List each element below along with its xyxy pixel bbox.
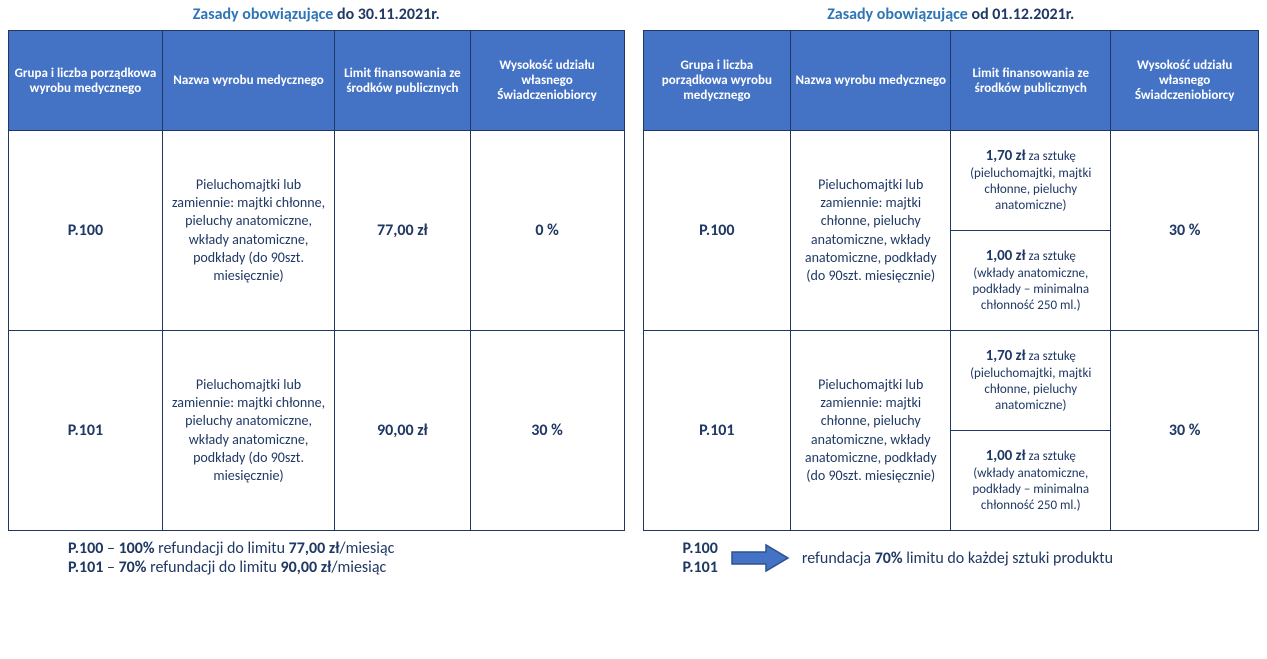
left-title-blue: Zasady obowiązujące bbox=[193, 5, 337, 24]
right-row1-share: 30 % bbox=[1111, 331, 1259, 531]
left-row1-desc: Pieluchomajtki lub zamiennie: majtki chł… bbox=[162, 331, 334, 531]
left-footer2-pct: 70% bbox=[119, 558, 147, 577]
right-row1-limit2: 1,00 zł za sztukę (wkłady anatomiczne, p… bbox=[951, 431, 1111, 531]
right-panel: Zasady obowiązujące od 01.12.2021r. Grup… bbox=[643, 5, 1260, 577]
right-row1-limit2-note: (wkłady anatomiczne, podkłady – minimaln… bbox=[972, 466, 1089, 514]
table-row: P.101 Pieluchomajtki lub zamiennie: majt… bbox=[643, 331, 1259, 431]
right-row1-limit1-note: (pieluchomajtki, majtki chłonne, pieluch… bbox=[970, 366, 1091, 414]
left-footer: P.100 – 100% refundacji do limitu 77,00 … bbox=[8, 539, 625, 577]
right-title: Zasady obowiązujące od 01.12.2021r. bbox=[643, 5, 1260, 24]
right-title-blue: Zasady obowiązujące bbox=[827, 5, 971, 24]
left-header-c1: Grupa i liczba porządkowa wyrobu medyczn… bbox=[9, 31, 163, 131]
right-row1-limit1-price: 1,70 zł bbox=[986, 347, 1026, 365]
table-row: P.100 Pieluchomajtki lub zamiennie: majt… bbox=[9, 131, 625, 331]
right-row1-limit2-unit: za sztukę bbox=[1026, 449, 1076, 464]
right-row1-limit1-unit: za sztukę bbox=[1026, 349, 1076, 364]
table-row: P.101 Pieluchomajtki lub zamiennie: majt… bbox=[9, 331, 625, 531]
right-footer-codes: P.100 P.101 bbox=[683, 539, 718, 577]
right-footer-code2: P.101 bbox=[683, 558, 718, 577]
right-row0-desc: Pieluchomajtki lub zamiennie: majtki chł… bbox=[791, 131, 951, 331]
left-footer2-end: /miesiąc bbox=[331, 558, 386, 577]
arrow-right-icon bbox=[730, 542, 790, 574]
right-table: Grupa i liczba porządkowa wyrobu medyczn… bbox=[643, 30, 1260, 531]
right-row0-share: 30 % bbox=[1111, 131, 1259, 331]
right-row0-limit1-unit: za sztukę bbox=[1026, 149, 1076, 164]
right-row1-desc: Pieluchomajtki lub zamiennie: majtki chł… bbox=[791, 331, 951, 531]
right-header-c2: Nazwa wyrobu medycznego bbox=[791, 31, 951, 131]
right-row0-limit1-note: (pieluchomajtki, majtki chłonne, pieluch… bbox=[970, 166, 1091, 214]
left-footer2-sep: – bbox=[103, 558, 118, 577]
left-footer1-amt: 77,00 zł bbox=[289, 539, 340, 558]
left-row0-share: 0 % bbox=[470, 131, 624, 331]
left-row0-desc: Pieluchomajtki lub zamiennie: majtki chł… bbox=[162, 131, 334, 331]
left-footer2-amt: 90,00 zł bbox=[281, 558, 332, 577]
left-footer1-mid: refundacji do limitu bbox=[155, 539, 289, 558]
left-footer-line2: P.101 – 70% refundacji do limitu 90,00 z… bbox=[68, 558, 625, 577]
right-row0-limit1: 1,70 zł za sztukę (pieluchomajtki, majtk… bbox=[951, 131, 1111, 231]
right-row0-limit2-price: 1,00 zł bbox=[986, 247, 1026, 265]
right-footer: P.100 P.101 refundacja 70% limitu do każ… bbox=[643, 539, 1260, 577]
right-footer-code1: P.100 bbox=[683, 539, 718, 558]
left-header-c4: Wysokość udziału własnego Świadczeniobio… bbox=[470, 31, 624, 131]
left-footer-line1: P.100 – 100% refundacji do limitu 77,00 … bbox=[68, 539, 625, 558]
left-footer1-code: P.100 bbox=[68, 539, 103, 558]
left-footer2-mid: refundacji do limitu bbox=[146, 558, 280, 577]
left-header-c2: Nazwa wyrobu medycznego bbox=[162, 31, 334, 131]
right-row1-limit2-price: 1,00 zł bbox=[986, 447, 1026, 465]
right-row0-code: P.100 bbox=[643, 131, 791, 331]
right-header-c4: Wysokość udziału własnego Świadczeniobio… bbox=[1111, 31, 1259, 131]
right-row1-limit1: 1,70 zł za sztukę (pieluchomajtki, majtk… bbox=[951, 331, 1111, 431]
right-row0-limit2-unit: za sztukę bbox=[1026, 249, 1076, 264]
left-footer1-pct: 100% bbox=[119, 539, 155, 558]
left-footer1-end: /miesiąc bbox=[339, 539, 394, 558]
right-header-c1: Grupa i liczba porządkowa wyrobu medyczn… bbox=[643, 31, 791, 131]
right-footer-text: refundacja 70% limitu do każdej sztuki p… bbox=[802, 549, 1113, 568]
left-title-dark: do 30.11.2021r. bbox=[337, 5, 440, 24]
left-header-c3: Limit finansowania ze środków publicznyc… bbox=[335, 31, 470, 131]
left-title: Zasady obowiązujące do 30.11.2021r. bbox=[8, 5, 625, 24]
left-row1-code: P.101 bbox=[9, 331, 163, 531]
left-row1-share: 30 % bbox=[470, 331, 624, 531]
right-row0-limit2-note: (wkłady anatomiczne, podkłady – minimaln… bbox=[972, 266, 1089, 314]
left-row1-limit: 90,00 zł bbox=[335, 331, 470, 531]
right-title-dark: od 01.12.2021r. bbox=[971, 5, 1074, 24]
left-footer1-sep: – bbox=[103, 539, 118, 558]
left-row0-code: P.100 bbox=[9, 131, 163, 331]
right-row0-limit1-price: 1,70 zł bbox=[986, 147, 1026, 165]
right-row0-limit2: 1,00 zł za sztukę (wkłady anatomiczne, p… bbox=[951, 231, 1111, 331]
left-table: Grupa i liczba porządkowa wyrobu medyczn… bbox=[8, 30, 625, 531]
table-row: P.100 Pieluchomajtki lub zamiennie: majt… bbox=[643, 131, 1259, 231]
right-footer-text-post: limitu do każdej sztuki produktu bbox=[903, 549, 1113, 568]
right-header-c3: Limit finansowania ze środków publicznyc… bbox=[951, 31, 1111, 131]
table-header-row: Grupa i liczba porządkowa wyrobu medyczn… bbox=[643, 31, 1259, 131]
left-panel: Zasady obowiązujące do 30.11.2021r. Grup… bbox=[8, 5, 625, 577]
right-footer-text-pre: refundacja bbox=[802, 549, 875, 568]
right-footer-text-pct: 70% bbox=[875, 549, 903, 568]
right-row1-code: P.101 bbox=[643, 331, 791, 531]
left-row0-limit: 77,00 zł bbox=[335, 131, 470, 331]
table-header-row: Grupa i liczba porządkowa wyrobu medyczn… bbox=[9, 31, 625, 131]
left-footer2-code: P.101 bbox=[68, 558, 103, 577]
